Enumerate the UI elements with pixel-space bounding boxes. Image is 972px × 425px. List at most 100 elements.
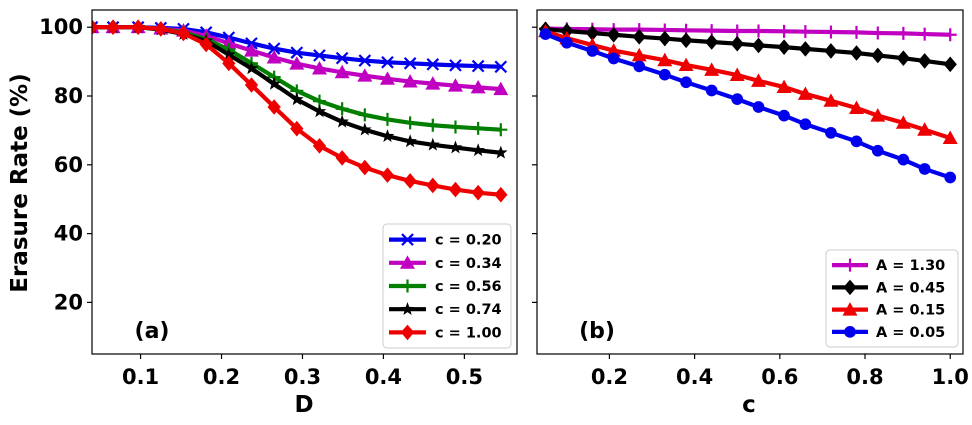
data-point-b-1-7 [705,34,719,50]
data-point-a-4-1 [106,19,120,35]
legend-label-a-2: c = 0.56 [435,279,502,295]
y-tick-label-a-2: 60 [54,153,83,177]
data-point-b-1-3 [607,26,621,43]
data-point-a-1-11 [334,64,350,79]
data-point-b-3-12 [825,126,837,139]
data-point-a-0-17 [471,59,485,73]
legend-label-a-0: c = 0.20 [435,233,502,249]
data-point-a-1-9 [289,56,305,70]
data-point-b-2-8 [729,67,745,81]
data-point-a-3-13 [380,129,395,143]
data-point-a-2-13 [380,112,394,126]
data-point-b-1-16 [918,53,932,69]
legend-marker-b-2 [842,302,858,316]
series-line-b-2 [544,29,951,140]
series-a-1 [92,19,509,96]
data-point-b-2-13 [849,100,864,115]
data-point-a-3-15 [426,137,440,151]
data-point-b-0-8 [730,24,744,38]
data-point-b-1-5 [658,30,672,47]
legend-marker-a-2 [401,279,414,293]
data-point-b-2-11 [797,86,813,100]
data-point-b-0-13 [850,25,863,39]
data-point-b-3-9 [752,101,765,113]
data-point-b-3-7 [705,84,718,97]
data-point-b-2-9 [751,73,766,87]
data-point-a-3-17 [471,143,485,157]
data-point-a-1-8 [266,49,282,64]
data-point-a-0-9 [290,46,304,59]
legend-label-a-1: c = 0.34 [435,256,502,272]
legend-label-b-0: A = 1.30 [876,258,945,274]
legend-a: c = 0.20 c = 0.34 c = 0.56 c = 0.74 c = 1.00 [382,223,512,349]
data-point-b-3-6 [680,76,692,89]
legend-marker-a-1 [400,255,415,269]
data-point-a-4-3 [154,21,168,37]
data-point-b-1-2 [585,25,600,41]
data-point-b-0-10 [777,24,791,38]
x-tick-label-a-2: 0.3 [284,365,321,389]
data-point-b-1-14 [871,47,885,64]
data-point-a-1-10 [312,61,327,75]
data-point-b-3-13 [850,135,863,148]
y-tick-label-a-0: 20 [54,290,83,314]
data-point-a-3-14 [403,134,417,148]
data-point-b-2-5 [657,52,673,67]
data-point-a-3-9 [290,92,304,106]
data-point-a-1-15 [425,76,441,90]
legend-label-b-2: A = 0.15 [876,303,945,319]
data-point-a-2-17 [471,121,485,135]
data-point-b-0-16 [918,27,932,41]
legend-box-a [382,223,512,349]
data-point-a-2-12 [358,108,372,122]
data-point-a-3-16 [448,140,463,154]
legend-marker-a-4 [400,324,415,341]
x-tick-label-a-0: 0.1 [122,365,159,389]
x-tick-label-a-1: 0.2 [203,365,240,389]
x-tick-label-a-3: 0.4 [365,365,402,389]
data-point-b-0-15 [896,26,910,40]
x-tick-label-b-0: 0.2 [591,365,628,389]
data-point-a-4-10 [312,138,327,154]
y-tick-label-a-1: 40 [54,222,83,246]
legend-marker-b-3 [844,326,856,338]
series-line-a-2 [92,25,501,132]
data-point-a-4-12 [358,159,372,176]
data-point-a-3-18 [494,145,508,159]
data-point-a-2-14 [403,116,417,130]
data-point-a-4-14 [403,173,417,189]
series-b-3 [539,28,957,184]
data-point-b-3-4 [633,60,646,73]
data-point-a-0-15 [426,58,440,71]
data-point-b-1-17 [943,56,957,73]
data-point-a-0-8 [267,42,281,55]
data-point-b-3-17 [944,171,957,184]
data-point-a-1-18 [493,81,509,96]
legend-box-b [825,249,959,348]
series-a-2 [92,20,508,137]
x-tick-label-b-2: 0.6 [761,365,798,389]
data-point-a-3-7 [244,61,259,75]
data-point-a-4-16 [448,181,463,198]
data-point-b-3-3 [607,52,620,65]
data-point-a-2-15 [426,118,440,132]
data-point-a-3-10 [312,104,327,118]
data-point-b-2-14 [870,108,886,122]
data-point-a-3-11 [335,114,349,128]
data-point-b-3-15 [897,153,910,166]
data-point-a-4-11 [335,150,349,166]
data-point-b-1-8 [730,35,744,52]
data-point-a-0-13 [381,55,394,69]
data-point-b-0-11 [798,25,812,39]
data-point-a-0-18 [494,60,508,74]
data-point-b-2-15 [895,115,911,129]
legend-b: A = 1.30 A = 0.45 A = 0.15 A = 0.05 [825,249,959,348]
data-point-a-4-4 [176,25,191,42]
data-point-b-2-12 [823,93,839,107]
data-point-a-2-16 [448,120,462,134]
x-tick-label-a-4: 0.5 [446,365,483,389]
data-point-a-1-7 [244,43,259,57]
data-point-a-4-2 [131,19,145,35]
data-point-a-4-9 [290,120,304,137]
x-axis-label-b: c [742,392,756,418]
